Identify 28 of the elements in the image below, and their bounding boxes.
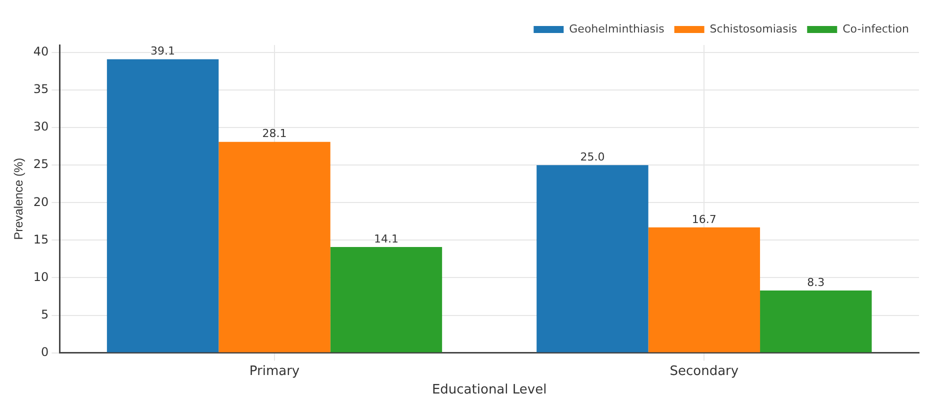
legend-label: Schistosomiasis bbox=[710, 22, 798, 36]
y-axis-title: Prevalence (%) bbox=[12, 158, 26, 240]
bar bbox=[330, 246, 442, 352]
y-tick-label: 30 bbox=[33, 120, 49, 134]
x-tick-label: Primary bbox=[249, 364, 300, 379]
x-axis-title: Educational Level bbox=[432, 382, 547, 398]
bar bbox=[536, 165, 648, 352]
y-tick-label: 40 bbox=[33, 44, 49, 59]
bar bbox=[648, 227, 760, 352]
y-tick-label: 15 bbox=[33, 232, 49, 246]
y-tick-label: 10 bbox=[33, 270, 49, 284]
bar bbox=[218, 142, 330, 352]
data-label: 8.3 bbox=[807, 276, 825, 289]
data-label: 14.1 bbox=[374, 232, 398, 246]
legend-label: Geohelminthiasis bbox=[569, 22, 665, 36]
y-tick-label: 35 bbox=[33, 82, 49, 96]
data-label: 28.1 bbox=[262, 127, 287, 140]
y-tick-label: 20 bbox=[33, 194, 49, 209]
bar bbox=[106, 59, 219, 352]
bar bbox=[760, 290, 872, 352]
data-label: 25.0 bbox=[580, 150, 605, 164]
y-tick-label: 5 bbox=[41, 307, 49, 322]
data-label: 16.7 bbox=[692, 212, 716, 226]
data-label: 39.1 bbox=[150, 44, 176, 58]
y-tick-label: 0 bbox=[41, 344, 49, 359]
x-tick-label: Secondary bbox=[670, 364, 739, 379]
y-tick-label: 25 bbox=[33, 157, 49, 172]
legend-label: Co-infection bbox=[842, 22, 910, 36]
